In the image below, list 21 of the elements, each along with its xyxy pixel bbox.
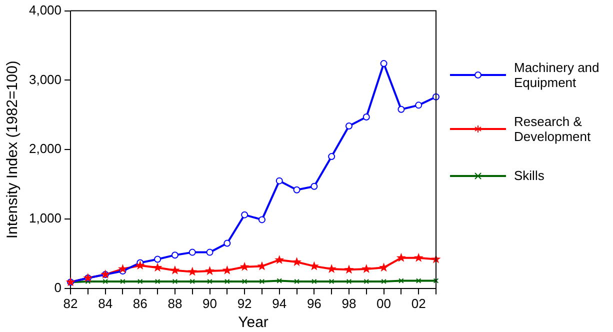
legend-label: Research & Development — [514, 114, 592, 144]
x-tick-label: 90 — [202, 296, 217, 311]
y-tick-label: 1,000 — [28, 210, 62, 226]
x-tick-label: 84 — [98, 296, 113, 311]
y-tick-label: 2,000 — [28, 141, 62, 156]
x-tick-label: 94 — [272, 296, 287, 311]
y-axis-title: Intensity Index (1982=100) — [4, 60, 22, 239]
legend-label: Machinery and Equipment — [514, 60, 600, 90]
x-tick-label: 88 — [168, 296, 182, 311]
x-tick-label: 00 — [376, 296, 392, 311]
x-tick-label: 82 — [63, 296, 78, 311]
y-tick-label: 4,000 — [28, 2, 62, 18]
y-tick-label: 0 — [54, 280, 62, 295]
legend-label: Skills — [514, 168, 546, 183]
y-tick-label: 3,000 — [28, 72, 62, 87]
x-tick-label: 96 — [306, 296, 322, 311]
x-tick-label: 02 — [411, 296, 426, 311]
x-tick-label: 86 — [132, 296, 148, 311]
x-axis-title: Year — [238, 314, 268, 332]
x-tick-label: 92 — [237, 296, 252, 311]
x-tick-label: 98 — [342, 296, 356, 311]
